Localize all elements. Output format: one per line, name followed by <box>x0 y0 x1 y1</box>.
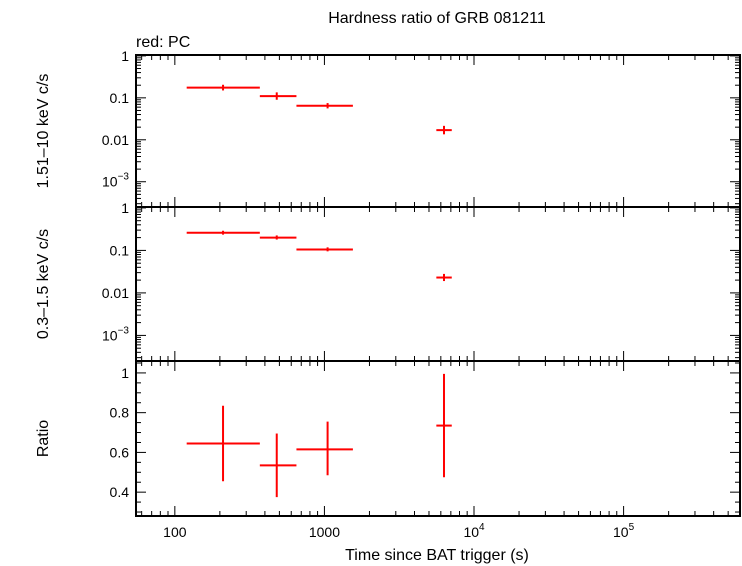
panel-ratio: 1 0.8 0.6 0.4 Ratio <box>35 360 741 517</box>
data-point <box>259 235 297 240</box>
y-axis-label-hard: 1.51–10 keV c/s <box>35 74 52 189</box>
y-tick-label: 0.8 <box>110 405 130 421</box>
data-point <box>259 92 297 100</box>
y-tick-label: 0.4 <box>110 484 130 500</box>
y-tick-label: 0.6 <box>110 444 130 460</box>
y-tick-label: 0.01 <box>102 285 129 301</box>
panels-group: 1 0.1 0.01 1.51–10 keV c/s 10−3 1 0.1 0.01 0.3–1… <box>35 48 741 540</box>
data-point <box>436 373 452 478</box>
x-tick-label: 104 <box>463 522 485 540</box>
panel-soft: 1 0.1 0.01 0.3–1.5 keV c/s <box>35 200 741 362</box>
y-tick-label: 0.1 <box>110 242 130 258</box>
data-point <box>436 125 452 135</box>
x-axis-label: Time since BAT trigger (s) <box>345 547 529 564</box>
panel-frame-soft <box>135 206 741 362</box>
panel-hard: 1 0.1 0.01 1.51–10 keV c/s <box>35 48 741 208</box>
chart-title: Hardness ratio of GRB 081211 <box>328 10 546 27</box>
x-tick-label: 1000 <box>309 524 340 540</box>
data-point <box>259 433 297 498</box>
data-point <box>186 230 260 235</box>
data-point <box>186 405 260 482</box>
y-tick-label: 1 <box>121 200 129 216</box>
y-tick-label: 10−3 <box>102 172 129 190</box>
y-tick-label: 0.01 <box>102 132 129 148</box>
y-axis-label-soft: 0.3–1.5 keV c/s <box>35 229 52 339</box>
x-tick-label: 100 <box>163 524 187 540</box>
y-tick-label: 10−3 <box>102 325 129 343</box>
y-tick-label: 1 <box>121 48 129 64</box>
y-tick-label: 0.1 <box>110 90 130 106</box>
x-tick-label: 105 <box>613 522 635 540</box>
panel-frame-ratio <box>135 360 741 517</box>
data-point <box>296 421 353 476</box>
data-point <box>436 273 452 282</box>
data-point <box>296 247 353 252</box>
data-point <box>186 84 260 91</box>
y-axis-label-ratio: Ratio <box>35 420 52 457</box>
legend-note: red: PC <box>136 34 190 51</box>
y-tick-label: 1 <box>121 365 129 381</box>
data-point <box>296 103 353 109</box>
